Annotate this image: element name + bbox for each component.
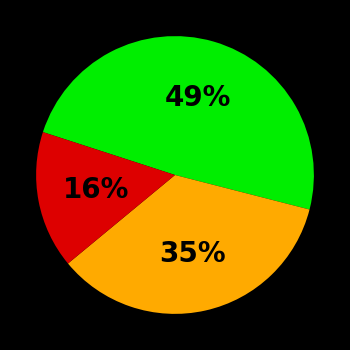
Wedge shape [43, 36, 314, 210]
Wedge shape [36, 132, 175, 264]
Text: 49%: 49% [164, 84, 231, 112]
Text: 35%: 35% [159, 240, 226, 268]
Wedge shape [68, 175, 309, 314]
Text: 16%: 16% [63, 176, 129, 204]
